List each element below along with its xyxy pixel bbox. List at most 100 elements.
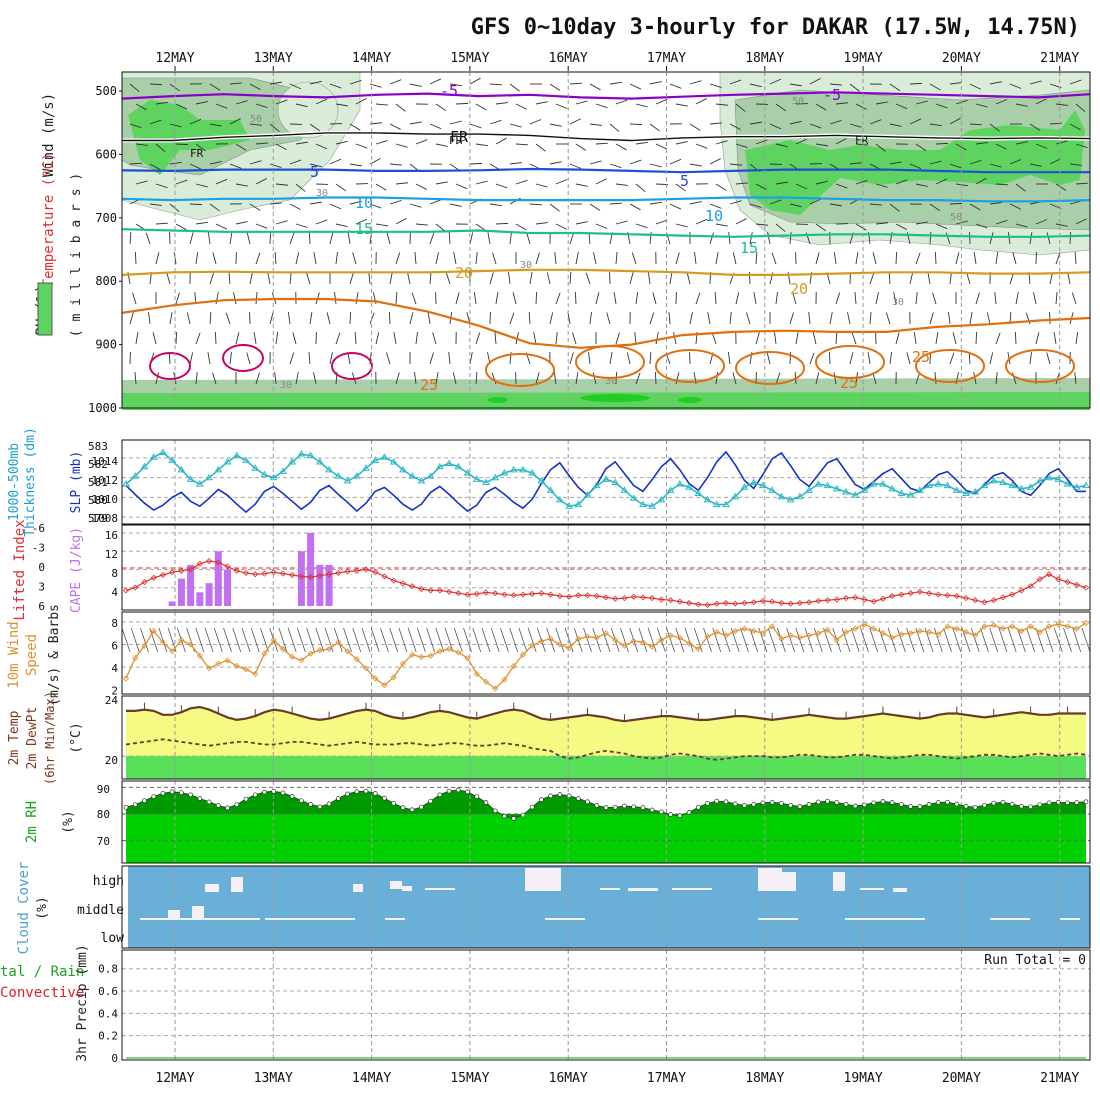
date-label-top: 15MAY xyxy=(450,51,489,66)
wind-barb xyxy=(575,292,576,304)
panel-label: 1000-500mb xyxy=(7,443,22,521)
cloud-block xyxy=(390,881,402,889)
rh2m-point xyxy=(161,791,165,795)
cloud-block xyxy=(402,886,412,891)
isotherm-label: 10 xyxy=(355,194,373,212)
rh-30-label: 30 xyxy=(280,380,292,391)
wind-barb xyxy=(630,124,642,125)
rh2m-point xyxy=(613,805,617,809)
rh2m-point xyxy=(669,813,673,817)
panel-label: (%) xyxy=(61,810,76,833)
wind10-barb xyxy=(768,628,776,652)
chart-title: GFS 0~10day 3-hourly for DAKAR (17.5W, 1… xyxy=(471,15,1080,40)
rh2m-point xyxy=(410,808,414,812)
wind10-barb xyxy=(500,628,508,652)
rh2m-point xyxy=(290,794,294,798)
rh2m-point xyxy=(318,805,322,809)
rh2m-point xyxy=(918,805,922,809)
rh2m-point xyxy=(198,797,202,801)
precip-label-total: tal / Rain xyxy=(0,964,84,980)
wind10-barb xyxy=(224,628,232,652)
rh2m-point xyxy=(890,801,894,805)
dewpt-area xyxy=(126,756,1086,779)
rh2m-point xyxy=(179,791,183,795)
rh2m-point xyxy=(826,799,830,803)
rh2m-base-area xyxy=(126,814,1086,863)
panel-label: 10m Wind xyxy=(6,621,22,688)
rh2m-point xyxy=(659,810,663,814)
rh2m-point xyxy=(512,817,516,821)
rh2m-point xyxy=(862,803,866,807)
rh2m-point xyxy=(632,805,636,809)
cloud-block xyxy=(672,888,712,890)
rh2m-point xyxy=(549,794,553,798)
wind10-tick: 6 xyxy=(111,640,118,653)
pressure-tick-label: 600 xyxy=(95,147,117,161)
rh2m-point xyxy=(438,793,442,797)
rh2m-point xyxy=(244,797,248,801)
rh2m-point xyxy=(133,803,137,807)
wind10-barb xyxy=(1027,628,1035,652)
cape-bar xyxy=(206,583,213,606)
wind-barb xyxy=(910,83,922,84)
wind10-barb xyxy=(390,628,398,652)
rh2m-point xyxy=(1029,805,1033,809)
wind10-barb xyxy=(722,628,730,652)
rh2m-point xyxy=(946,800,950,804)
cloud-level-label: middle xyxy=(77,903,124,918)
rh2m-point xyxy=(327,802,331,806)
panel-label: Lifted Index xyxy=(12,519,28,620)
rh2m-point xyxy=(567,794,571,798)
cape-tick: 4 xyxy=(111,586,118,599)
rh2m-point xyxy=(761,801,765,805)
rh2m-point xyxy=(502,814,506,818)
wind10-barb xyxy=(491,628,499,652)
cape-tick: 8 xyxy=(111,567,118,580)
wind10-barb xyxy=(824,628,832,652)
wind10-barb xyxy=(519,628,527,652)
thickness-tick: 583 xyxy=(88,440,108,453)
wind10-barb xyxy=(380,628,388,652)
wind10-barb xyxy=(667,628,675,652)
li-tick: -3 xyxy=(32,542,45,555)
rh2m-point xyxy=(207,800,211,804)
wind10-barb xyxy=(1054,628,1062,652)
fr-label: FR xyxy=(449,134,463,147)
wind-barb xyxy=(456,103,468,104)
wind10-barb xyxy=(362,628,370,652)
date-label-top: 21MAY xyxy=(1040,51,1079,66)
wind-barb xyxy=(270,232,271,244)
wind10-barb xyxy=(860,628,868,652)
wind10-barb xyxy=(685,628,693,652)
panel-label: 2m RH xyxy=(24,801,40,843)
panel-label: Temperature (°C) xyxy=(41,153,57,288)
rh2m-point xyxy=(733,802,737,806)
wind10-point xyxy=(124,676,129,681)
rh2m-point xyxy=(170,790,174,794)
rh2m-point xyxy=(899,802,903,806)
rh2m-point xyxy=(346,792,350,796)
date-label-top: 19MAY xyxy=(844,51,883,66)
date-label-bottom: 15MAY xyxy=(450,1071,489,1086)
rh2m-point xyxy=(1038,803,1042,807)
wind10-barb xyxy=(297,628,305,652)
rh2m-point xyxy=(1047,801,1051,805)
rh-50-label: 50 xyxy=(250,114,262,125)
wind-barb xyxy=(309,232,310,244)
pressure-tick-label: 500 xyxy=(95,84,117,98)
wind10-barb xyxy=(473,628,481,652)
rh2m-point xyxy=(152,795,156,799)
cloud-block xyxy=(782,872,796,891)
date-label-top: 17MAY xyxy=(647,51,686,66)
cloud-block xyxy=(192,906,204,918)
wind10-barb xyxy=(648,628,656,652)
rh2m-point xyxy=(355,790,359,794)
date-label-top: 13MAY xyxy=(254,51,293,66)
cape-bar xyxy=(307,533,314,606)
date-label-bottom: 18MAY xyxy=(745,1071,784,1086)
cloud-block xyxy=(205,884,219,892)
rh2m-point xyxy=(493,809,497,813)
cloud-bg xyxy=(128,866,1090,948)
panel-label: (%) xyxy=(35,896,50,919)
